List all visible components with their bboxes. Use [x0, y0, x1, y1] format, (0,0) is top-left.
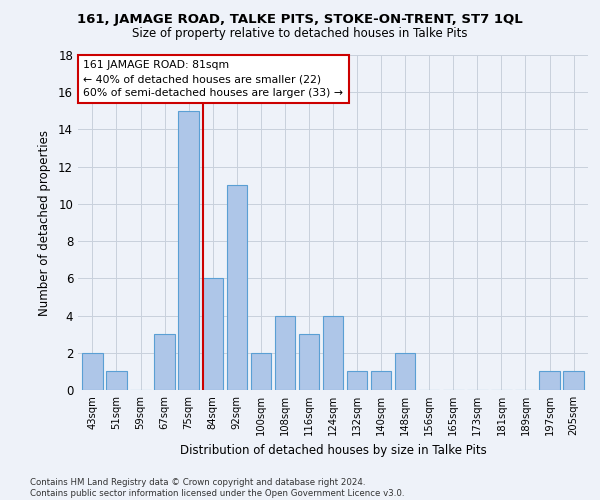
Bar	[227, 186, 247, 390]
Bar	[154, 334, 175, 390]
Bar	[178, 111, 199, 390]
Text: 161 JAMAGE ROAD: 81sqm
← 40% of detached houses are smaller (22)
60% of semi-det: 161 JAMAGE ROAD: 81sqm ← 40% of detached…	[83, 60, 343, 98]
Text: Contains HM Land Registry data © Crown copyright and database right 2024.
Contai: Contains HM Land Registry data © Crown c…	[30, 478, 404, 498]
Bar	[347, 372, 367, 390]
Y-axis label: Number of detached properties: Number of detached properties	[38, 130, 51, 316]
Bar	[539, 372, 560, 390]
Bar	[563, 372, 584, 390]
Bar	[299, 334, 319, 390]
Bar	[395, 353, 415, 390]
Text: Size of property relative to detached houses in Talke Pits: Size of property relative to detached ho…	[132, 28, 468, 40]
Bar	[202, 278, 223, 390]
X-axis label: Distribution of detached houses by size in Talke Pits: Distribution of detached houses by size …	[179, 444, 487, 456]
Bar	[323, 316, 343, 390]
Bar	[106, 372, 127, 390]
Text: 161, JAMAGE ROAD, TALKE PITS, STOKE-ON-TRENT, ST7 1QL: 161, JAMAGE ROAD, TALKE PITS, STOKE-ON-T…	[77, 12, 523, 26]
Bar	[251, 353, 271, 390]
Bar	[82, 353, 103, 390]
Bar	[275, 316, 295, 390]
Bar	[371, 372, 391, 390]
